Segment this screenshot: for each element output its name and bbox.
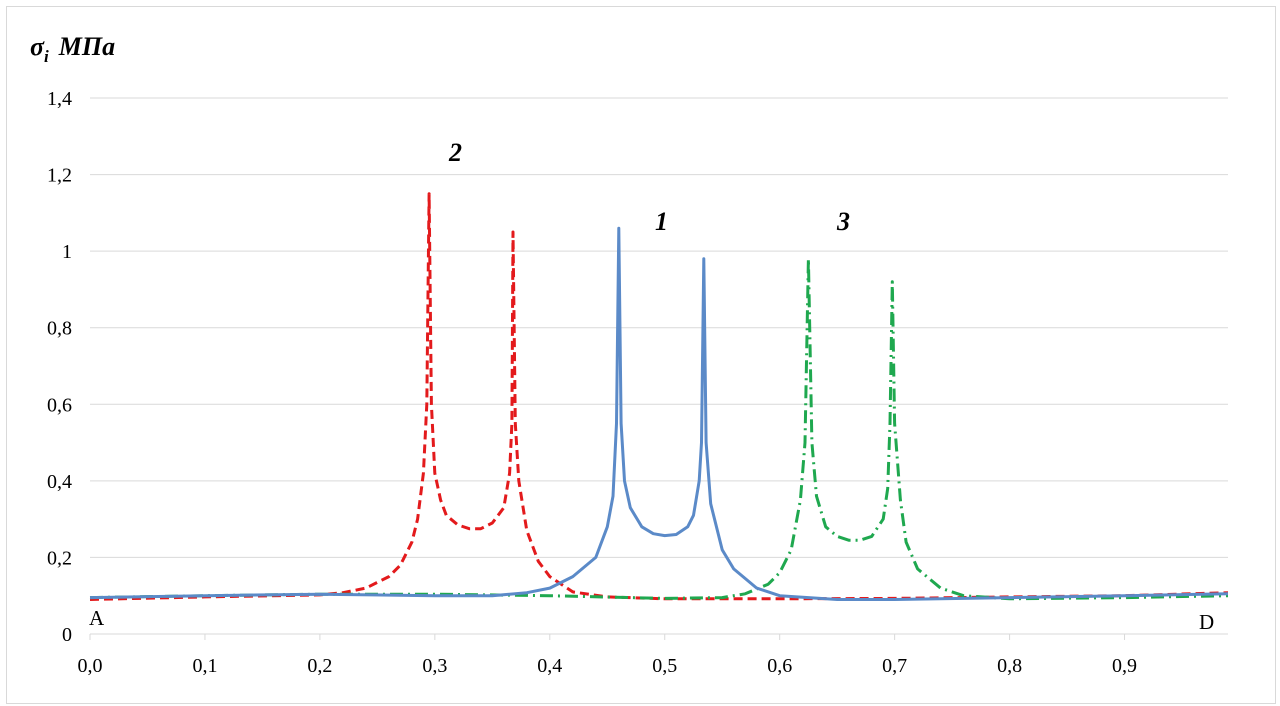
point-label-d: D (1199, 610, 1214, 634)
x-tick-label: 0,8 (997, 655, 1022, 677)
series-label-1: 1 (655, 207, 668, 236)
series-label-3: 3 (836, 207, 850, 236)
x-tick-label: 0,5 (652, 655, 677, 677)
y-axis-title: σi МПа (30, 32, 115, 66)
x-tick-label: 0,2 (307, 655, 332, 677)
x-tick-label: 0,4 (537, 655, 562, 677)
y-tick-label: 1,4 (47, 88, 72, 110)
y-tick-label: 1,2 (47, 165, 72, 187)
x-tick-label: 0,9 (1112, 655, 1137, 677)
y-tick-label: 0,8 (47, 318, 72, 340)
y-tick-label: 0 (62, 624, 72, 646)
series-lines (89, 192, 1229, 601)
series-line-2 (89, 192, 1229, 601)
y-tick-label: 0,2 (47, 547, 72, 569)
x-tick-labels: 0,0 0,1 0,2 0,3 0,4 0,5 0,6 0,7 0,8 0,9 (78, 655, 1138, 677)
x-tick-label: 0,0 (78, 655, 103, 677)
series-line-1 (89, 226, 1229, 601)
point-label-a: A (89, 606, 105, 630)
y-tick-label: 0,4 (47, 471, 72, 493)
gridlines (89, 97, 1228, 640)
y-tick-label: 1 (62, 241, 72, 263)
x-tick-label: 0,3 (422, 655, 447, 677)
x-tick-label: 0,1 (192, 655, 217, 677)
x-tick-label: 0,6 (767, 655, 792, 677)
y-tick-labels: 0 0,2 0,4 0,6 0,8 1 1,2 1,4 (47, 88, 72, 646)
series-label-2: 2 (448, 138, 462, 167)
y-tick-label: 0,6 (47, 394, 72, 416)
series-line-3 (89, 257, 1229, 601)
chart-frame (6, 6, 1276, 704)
x-tick-label: 0,7 (882, 655, 907, 677)
